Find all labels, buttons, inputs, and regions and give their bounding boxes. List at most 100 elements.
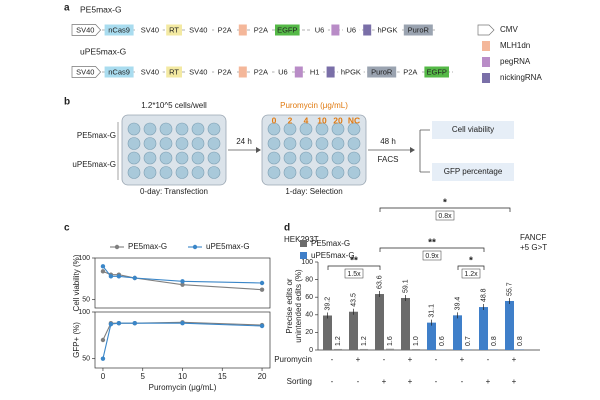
construct-part — [137, 24, 163, 36]
construct-part — [137, 66, 163, 78]
well — [175, 166, 189, 179]
value-label: 55.7 — [506, 282, 513, 296]
dose-label: 4 — [304, 115, 309, 125]
output-label: GFP percentage — [444, 167, 503, 176]
significance-bracket — [379, 207, 511, 212]
legend-label: PE5max-G — [311, 239, 350, 248]
y-tick-label: 100 — [301, 259, 313, 266]
well — [299, 122, 313, 136]
construct-part — [185, 66, 212, 78]
part-label: SV40 — [189, 25, 207, 34]
well — [267, 122, 281, 136]
sign: + — [460, 355, 465, 364]
construct-part — [166, 66, 182, 78]
construct-part — [274, 66, 292, 78]
point — [100, 269, 106, 274]
part-label: P2A — [254, 67, 268, 76]
well — [207, 151, 221, 165]
value-label: 59.1 — [402, 279, 409, 293]
construct-part — [331, 24, 340, 36]
sign: + — [512, 355, 517, 364]
point — [259, 280, 265, 286]
unintended-label: 1.0 — [413, 336, 420, 346]
legend-swatch — [482, 73, 490, 83]
output-label: Cell viability — [452, 125, 494, 134]
fold-label: 1.2x — [464, 271, 478, 278]
panel-label: a — [64, 3, 70, 14]
construct-part — [238, 66, 247, 78]
value-label: 39.4 — [454, 297, 461, 311]
construct-part — [424, 66, 449, 78]
unintended-bar — [438, 349, 446, 350]
fold-box — [435, 210, 455, 221]
well — [143, 166, 157, 179]
dose-label: 10 — [317, 115, 327, 125]
panel-label: c — [64, 223, 70, 234]
legend-label: MLH1dn — [500, 41, 530, 50]
series-line — [102, 322, 263, 359]
construct-part — [214, 66, 236, 78]
row-label: uPE5max-G — [72, 160, 116, 169]
facs-label: FACS — [378, 155, 399, 164]
part-label: SV40 — [76, 25, 94, 34]
caption: 0-day: Transfection — [140, 187, 208, 196]
unintended-label: 0.6 — [439, 336, 446, 346]
dose-label: 2 — [288, 115, 293, 125]
well — [347, 122, 361, 136]
y-tick-label: 20 — [305, 329, 313, 336]
part-label: P2A — [403, 67, 417, 76]
point — [132, 321, 137, 326]
site-label: +5 G>T — [520, 243, 547, 252]
legend-marker — [192, 244, 198, 250]
unintended-bar — [412, 349, 420, 350]
well — [143, 122, 157, 136]
fold-label: 1.5x — [347, 271, 361, 278]
construct-part — [403, 24, 433, 36]
x-tick-label: 15 — [218, 372, 227, 381]
point — [116, 321, 122, 326]
unintended-label: 1.2 — [335, 336, 342, 346]
well — [143, 137, 157, 150]
construct-part — [294, 66, 303, 78]
fold-box — [422, 250, 442, 261]
significance-bracket — [327, 265, 381, 270]
bar — [479, 307, 488, 350]
unintended-label: 0.8 — [517, 336, 524, 346]
panel-label: b — [64, 97, 70, 108]
well — [191, 151, 205, 165]
well — [207, 166, 221, 179]
part-label: RT — [169, 25, 179, 34]
part-label: RT — [169, 67, 179, 76]
sign: - — [331, 355, 334, 364]
part-label: nCas9 — [108, 67, 130, 76]
construct-part — [275, 24, 300, 36]
legend-marker — [114, 244, 120, 250]
point — [100, 264, 106, 269]
unintended-bar — [516, 349, 524, 350]
legend-swatch — [300, 252, 307, 259]
cells-label: 1.2*10^5 cells/well — [141, 101, 207, 110]
well — [159, 122, 173, 136]
legend-label: pegRNA — [500, 57, 531, 66]
dose-label: NC — [348, 115, 360, 125]
fold-label: 0.8x — [438, 213, 452, 220]
construct-part — [166, 24, 182, 36]
point — [180, 321, 185, 326]
unintended-bar — [360, 348, 368, 350]
promoter-arrow — [71, 66, 102, 78]
legend-label: uPE5max-G — [311, 251, 355, 260]
unintended-bar — [464, 349, 472, 350]
unintended-bar — [334, 348, 342, 350]
well — [175, 122, 189, 136]
construct-part — [306, 66, 324, 78]
y-tick-label: 60 — [305, 294, 313, 301]
construct-part — [311, 24, 328, 36]
point — [132, 275, 137, 281]
construct-part — [367, 66, 397, 78]
bar — [375, 294, 384, 350]
part-label: U6 — [315, 25, 325, 34]
y-axis-label: GFP+ (%) — [72, 322, 81, 358]
construct-part — [104, 24, 134, 36]
legend-swatch — [300, 240, 307, 247]
part-label: nCas9 — [108, 25, 130, 34]
